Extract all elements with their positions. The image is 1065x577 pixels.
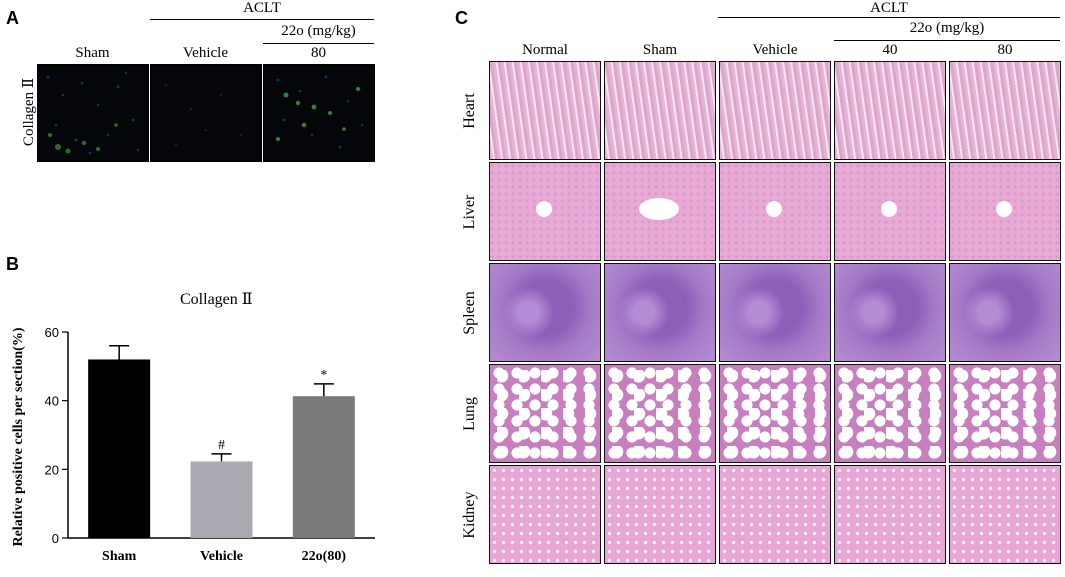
significance-mark-1: # — [218, 438, 225, 453]
fluor-vehicle-texture — [164, 83, 243, 147]
histology-image-kidney-1 — [604, 465, 716, 564]
fluor-sham-texture — [46, 71, 140, 155]
chart-ylabel: Relative positive cells per section(%) — [11, 327, 26, 547]
panel-c-aclt-line — [718, 17, 1060, 18]
histology-image-lung-4 — [949, 364, 1061, 463]
significance-mark-2: * — [320, 368, 327, 383]
histology-image-spleen-2 — [719, 263, 831, 362]
histology-image-heart-4 — [949, 61, 1061, 160]
histology-image-heart-2 — [719, 61, 831, 160]
panel-a-col-80: 80 — [311, 45, 326, 61]
panel-a-dose-label: 22o (mg/kg) — [281, 23, 356, 39]
y-tick-label: 60 — [45, 325, 59, 340]
panel-c-col-label-3: 40 — [882, 42, 898, 58]
panel-c-dose-label: 22o (mg/kg) — [909, 20, 985, 36]
fluor-80-texture — [276, 75, 364, 149]
central-vein — [996, 200, 1012, 217]
y-tick-label: 20 — [45, 462, 59, 477]
x-category-label-1: Vehicle — [200, 549, 243, 564]
histology-image-spleen-4 — [949, 263, 1061, 362]
histology-image-kidney-2 — [719, 465, 831, 564]
histology-image-heart-3 — [834, 61, 946, 160]
error-bar-2 — [313, 383, 334, 397]
fluor-image-sham — [37, 64, 149, 162]
panel-c-letter: C — [455, 8, 468, 28]
central-vein — [639, 197, 679, 220]
histology-image-heart-1 — [604, 61, 716, 160]
x-category-label-0: Sham — [102, 549, 137, 564]
panel-c-row-label-1: Liver — [461, 194, 478, 229]
panel-a-row-label: Collagen Ⅱ — [21, 77, 37, 147]
panel-a-col-sham: Sham — [75, 45, 110, 61]
histology-image-liver-2 — [719, 162, 831, 261]
histology-image-lung-3 — [834, 364, 946, 463]
histology-image-kidney-3 — [834, 465, 946, 564]
histology-image-spleen-0 — [489, 263, 601, 362]
panel-c-row-label-0: Heart — [461, 92, 478, 129]
histology-image-spleen-3 — [834, 263, 946, 362]
panel-c-col-label-0: Normal — [522, 42, 568, 58]
y-tick-label: 0 — [52, 531, 59, 546]
histology-image-liver-3 — [834, 162, 946, 261]
histology-image-kidney-4 — [949, 465, 1061, 564]
central-vein — [881, 200, 897, 217]
error-bar-0 — [109, 344, 130, 360]
histology-image-kidney-0 — [489, 465, 601, 564]
histology-image-lung-0 — [489, 364, 601, 463]
panel-c-col-label-2: Vehicle — [752, 42, 798, 58]
histology-image-lung-1 — [604, 364, 716, 463]
histology-image-heart-0 — [489, 61, 601, 160]
central-vein — [536, 200, 552, 217]
central-vein — [766, 200, 782, 217]
panel-a-col-vehicle: Vehicle — [183, 45, 228, 61]
histology-image-liver-1 — [604, 162, 716, 261]
chart-title: Collagen Ⅱ — [180, 291, 253, 308]
bar-1 — [190, 461, 253, 538]
panel-c-col-label-1: Sham — [642, 42, 678, 58]
x-category-label-2: 22o(80) — [302, 549, 347, 564]
panel-c-col-label-4: 80 — [997, 42, 1013, 58]
fluor-image-22o-80 — [263, 64, 375, 162]
histology-image-lung-2 — [719, 364, 831, 463]
panel-b-letter: B — [6, 254, 19, 274]
panel-c-row-label-4: Kidney — [461, 490, 478, 539]
panel-a-dose-line — [263, 43, 374, 44]
histology-image-liver-4 — [949, 162, 1061, 261]
panel-c-aclt-label: ACLT — [870, 0, 908, 16]
histology-image-spleen-1 — [604, 263, 716, 362]
panel-a-aclt-label: ACLT — [243, 0, 281, 16]
bar-0 — [88, 359, 151, 538]
panel-a-aclt-line — [150, 19, 374, 20]
fluor-image-vehicle — [150, 64, 262, 162]
panel-c-dose-line — [834, 40, 1060, 41]
panel-c-row-label-2: Spleen — [461, 290, 478, 335]
bar-chart: 0 20 40 60 Sham # Vehicle * 22o(80) — [45, 325, 375, 564]
panel-c-row-label-3: Lung — [461, 396, 478, 431]
bar-2 — [292, 396, 355, 538]
panel-a-letter: A — [6, 8, 19, 28]
error-bar-1 — [211, 453, 232, 462]
y-tick-label: 40 — [45, 394, 59, 409]
histology-image-liver-0 — [489, 162, 601, 261]
